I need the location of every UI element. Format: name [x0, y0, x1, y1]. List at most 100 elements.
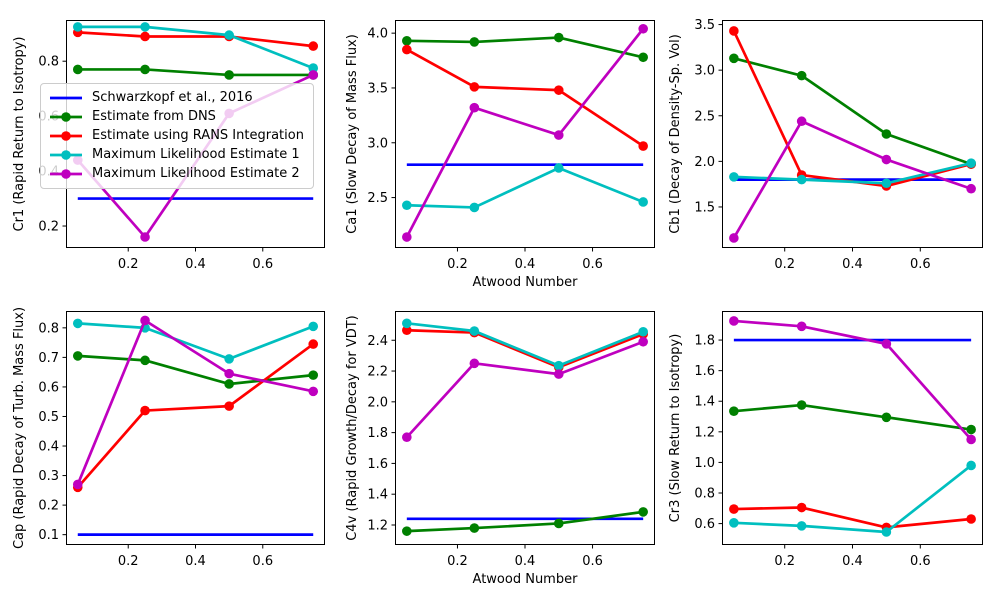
y-tick-label: 0.5 [38, 410, 59, 425]
data-point-marker [553, 369, 564, 379]
legend-marker [61, 150, 71, 161]
x-tick-label: 0.4 [515, 554, 536, 569]
x-axis-label: Atwood Number [473, 572, 579, 587]
data-point-marker [796, 521, 807, 531]
data-point-marker [553, 85, 564, 95]
data-point-marker [72, 64, 83, 75]
legend-label: Maximum Likelihood Estimate 1 [92, 147, 300, 163]
series-line [406, 328, 644, 369]
data-point-marker [729, 53, 739, 64]
data-point-marker [796, 400, 807, 410]
y-tick-label: 2.4 [367, 334, 388, 349]
series-maximum-likelihood-estimate-1 [402, 318, 648, 371]
y-tick-label: 1.2 [694, 425, 715, 440]
series-line [77, 354, 314, 386]
y-tick-label: 1.6 [694, 364, 715, 379]
series-estimate-from-dns [72, 351, 319, 389]
series-line [733, 403, 972, 431]
data-point-marker [469, 358, 480, 369]
y-tick-label: 3.0 [367, 136, 388, 151]
legend-label: Schwarzkopf et al., 2016 [92, 89, 253, 105]
legend-entry: Estimate using RANS Integration [49, 126, 305, 145]
x-tick-label: 0.4 [185, 257, 206, 272]
legend-label: Estimate from DNS [92, 108, 216, 124]
legend-marker [61, 111, 71, 122]
data-point-marker [308, 63, 319, 73]
series-maximum-likelihood-estimate-2 [72, 315, 319, 490]
legend-entry: Schwarzkopf et al., 2016 [49, 88, 305, 107]
data-point-marker [638, 141, 648, 151]
data-point-marker [796, 174, 807, 185]
data-point-marker [308, 370, 319, 380]
data-point-marker [140, 232, 150, 242]
series-maximum-likelihood-estimate-2 [402, 23, 648, 242]
data-point-marker [140, 315, 150, 326]
y-tick-label: 3.0 [694, 64, 715, 79]
data-point-marker [469, 102, 480, 113]
data-point-marker [402, 526, 412, 536]
data-point-marker [638, 336, 648, 347]
legend-entry: Maximum Likelihood Estimate 2 [49, 165, 305, 184]
x-tick-label: 0.4 [842, 257, 863, 272]
legend-entry: Estimate from DNS [49, 107, 305, 126]
data-point-marker [638, 326, 648, 337]
series-line [406, 510, 644, 533]
data-point-marker [72, 22, 83, 32]
data-point-marker [796, 70, 807, 81]
y-tick-label: 2.5 [367, 191, 388, 206]
data-point-marker [966, 514, 976, 524]
series-estimate-using-rans-integration [402, 325, 648, 372]
subplot-c4v: 0.2 0.4 0.6 1.2 1.4 1.6 1.8 2.0 2.2 2.4 C4v (Rapid… [345, 311, 655, 587]
data-point-marker [308, 339, 319, 349]
data-point-marker [402, 318, 412, 329]
data-point-marker [469, 37, 480, 47]
data-point-marker [140, 31, 150, 42]
y-tick-label: 0.1 [38, 528, 59, 543]
data-point-marker [402, 36, 412, 46]
data-point-marker [140, 355, 150, 366]
data-point-marker [224, 379, 234, 389]
y-axis-label: Ca1 (Slow Decay of Mass Flux) [345, 34, 360, 234]
legend-label: Maximum Likelihood Estimate 2 [92, 166, 300, 182]
data-point-marker [638, 197, 648, 207]
data-point-marker [966, 183, 976, 194]
y-tick-label: 1.2 [367, 518, 388, 533]
data-point-marker [881, 527, 892, 537]
y-tick-label: 0.8 [38, 55, 59, 70]
series-maximum-likelihood-estimate-1 [402, 163, 648, 213]
axes-frame [66, 311, 325, 545]
data-point-marker [402, 200, 412, 211]
series-line [733, 464, 972, 534]
legend-sample-line-marker [50, 169, 82, 180]
data-point-marker [638, 507, 648, 517]
series-line [77, 25, 314, 70]
data-point-marker [729, 233, 739, 243]
series-line [406, 321, 644, 368]
data-point-marker [729, 316, 739, 326]
series-estimate-from-dns [729, 400, 976, 435]
series-line [406, 36, 644, 59]
series-maximum-likelihood-estimate-2 [729, 316, 976, 445]
data-point-marker [224, 354, 234, 364]
series-line [732, 119, 972, 239]
y-tick-label: 1.5 [694, 200, 715, 215]
series-estimate-from-dns [72, 64, 319, 80]
x-tick-label: 0.6 [582, 257, 603, 272]
legend-entry: Maximum Likelihood Estimate 1 [49, 146, 305, 165]
y-tick-label: 2.0 [367, 395, 388, 410]
series-line [732, 30, 972, 188]
y-tick-label: 0.4 [38, 440, 59, 455]
x-tick-label: 0.6 [910, 257, 931, 272]
series-estimate-using-rans-integration [402, 44, 648, 151]
series-maximum-likelihood-estimate-2 [402, 336, 648, 443]
data-point-marker [402, 44, 412, 55]
series-line [76, 343, 315, 489]
y-tick-label: 1.8 [367, 426, 388, 441]
data-point-marker [966, 460, 976, 471]
data-point-marker [224, 70, 234, 80]
y-tick-label: 3.5 [367, 81, 388, 96]
series-line [405, 340, 644, 439]
data-point-marker [140, 64, 150, 75]
x-tick-label: 0.2 [118, 257, 139, 272]
data-point-marker [729, 26, 739, 36]
